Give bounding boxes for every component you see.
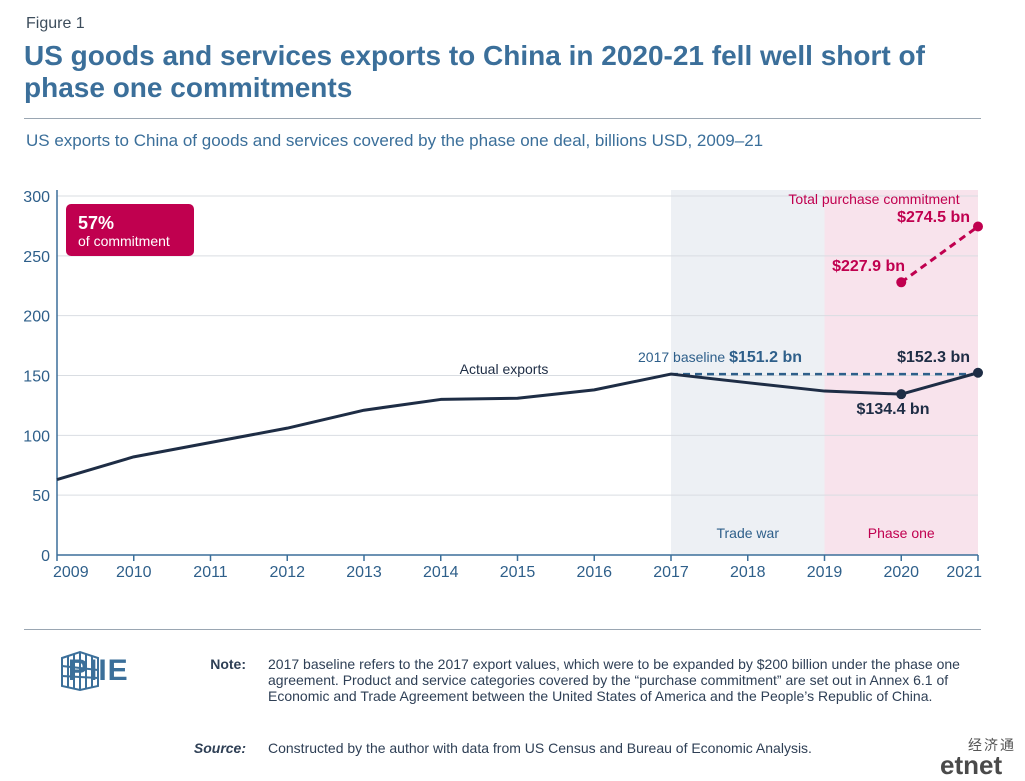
series-line-actual-exports: [56, 371, 979, 482]
series-label-actual-exports: Actual exports: [460, 361, 549, 377]
data-label-actual-2021: $152.3 bn: [897, 349, 970, 366]
x-tick-label: 2021: [946, 564, 982, 581]
point-actual-2020: [896, 389, 907, 400]
data-label-commitment-2021: $274.5 bn: [897, 209, 970, 226]
data-label-commitment-2020: $227.9 bn: [832, 258, 905, 275]
piie-logo-icon: [61, 650, 99, 692]
x-tick-label: 2011: [193, 564, 228, 581]
x-tick-label: 2019: [807, 564, 843, 581]
point-commitment-2020: [896, 277, 907, 288]
source-text: Constructed by the author with data from…: [268, 740, 812, 756]
point-actual-2021: [973, 367, 983, 378]
x-tick-label: 2009: [53, 564, 89, 581]
gridlines: [57, 195, 978, 496]
piie-logo-text: PIIE: [68, 654, 129, 687]
y-tick-label: 100: [23, 428, 50, 445]
chart-title: US goods and services exports to China i…: [24, 40, 925, 103]
x-tick-labels: 2009 2010 2011 2012 2013 2014 2015 2016 2017 2018…: [53, 564, 982, 581]
chart-subtitle: US exports to China of goods and service…: [26, 131, 764, 150]
baseline-label: 2017 baseline $151.2 bn: [638, 349, 802, 366]
figure-label: Figure 1: [26, 15, 85, 32]
data-label-actual-2020: $134.4 bn: [857, 401, 930, 418]
chart-area: Trade war Phase one 0 50 100 150 200 250 300 20…: [23, 189, 983, 581]
x-tick-label: 2015: [500, 564, 536, 581]
callout-value: 57%: [78, 213, 114, 233]
footer-divider: [24, 629, 981, 630]
series-layer: [56, 221, 983, 482]
source-label: Source:: [193, 740, 246, 756]
y-tick-label: 200: [23, 309, 50, 326]
y-tick-label: 150: [23, 369, 50, 386]
x-tick-label: 2014: [423, 564, 459, 581]
title-divider: [24, 118, 981, 119]
callout-box: [66, 204, 194, 256]
band-trade-war: [671, 190, 825, 555]
x-tick-label: 2017: [653, 564, 689, 581]
y-tick-label: 300: [23, 189, 50, 206]
callout-text: of commitment: [78, 233, 170, 249]
x-tick-label: 2018: [730, 564, 766, 581]
band-label: Phase one: [868, 525, 935, 541]
x-tick-label: 2012: [269, 564, 305, 581]
y-tick-labels: 0 50 100 150 200 250 300: [23, 189, 50, 565]
note-text: 2017 baseline refers to the 2017 export …: [268, 656, 960, 704]
watermark-cn: 经济通: [968, 737, 1016, 753]
x-tick-label: 2016: [576, 564, 612, 581]
annotation-layer: Actual exports Total purchase commitment $…: [66, 191, 970, 418]
point-commitment-2021: [973, 221, 983, 232]
series-label-commitment: Total purchase commitment: [788, 191, 959, 207]
note-label: Note:: [210, 656, 246, 672]
baseline-label-text: 2017 baseline: [638, 349, 729, 365]
x-tick-label: 2013: [346, 564, 382, 581]
y-tick-label: 50: [32, 488, 50, 505]
period-bands: Trade war Phase one: [671, 190, 978, 555]
y-tick-label: 0: [41, 548, 50, 565]
x-tick-label: 2010: [116, 564, 152, 581]
y-tick-label: 250: [23, 249, 50, 266]
baseline-value-label: $151.2 bn: [729, 349, 802, 366]
x-tick-label: 2020: [883, 564, 919, 581]
watermark-en: etnet: [940, 750, 1003, 780]
band-phase-one: [824, 190, 978, 555]
axes: [56, 190, 979, 561]
band-label: Trade war: [716, 525, 779, 541]
series-line-commitment: [900, 225, 979, 284]
